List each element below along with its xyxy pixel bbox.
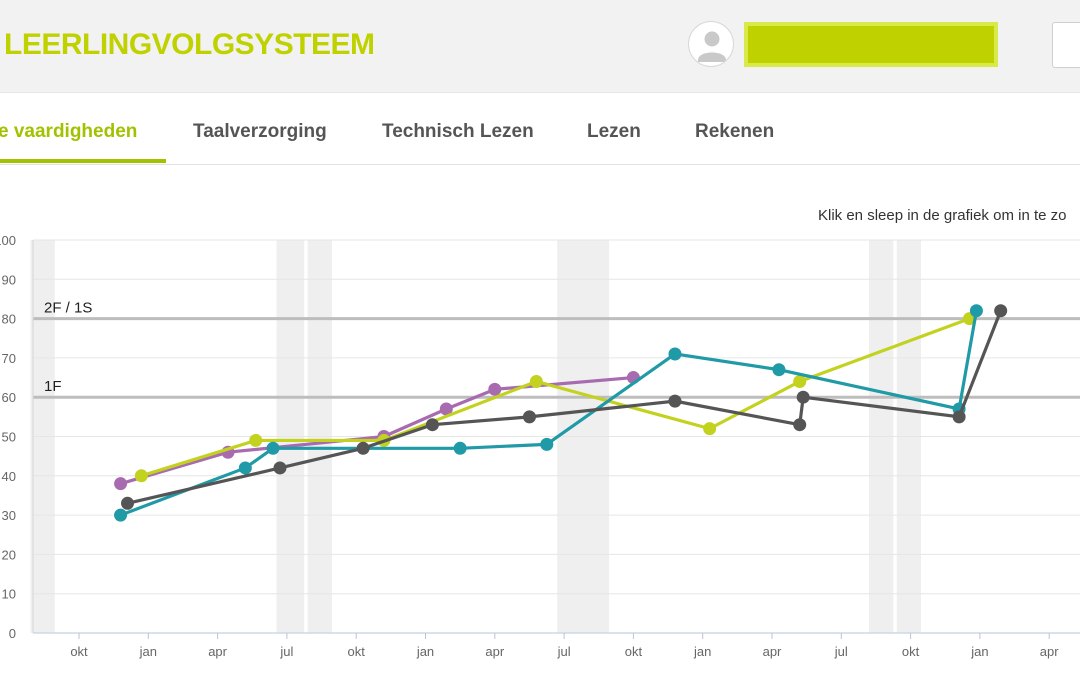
- y-tick-label-90: 90: [2, 272, 16, 287]
- series-line-2: [120, 310, 979, 517]
- brand-logo: LEERLINGVOLGSYSTEEM: [4, 28, 375, 61]
- data-point-3-5: [668, 394, 682, 408]
- data-point-2-1: [238, 461, 252, 475]
- tab-taalverzorging[interactable]: Taalverzorging: [193, 121, 327, 142]
- y-tick-label-10: 10: [2, 587, 16, 602]
- x-tick-label-14: apr: [1040, 644, 1059, 659]
- x-tick-label-9: jan: [693, 644, 711, 659]
- y-tick-label-40: 40: [2, 469, 16, 484]
- y-tick-label-30: 30: [2, 508, 16, 523]
- x-tick-label-1: jan: [139, 644, 157, 659]
- series-line-3: [127, 310, 1003, 505]
- y-tick-label-100: 100: [0, 233, 16, 248]
- data-point-1-1: [249, 433, 263, 447]
- x-tick-label-11: jul: [834, 644, 848, 659]
- user-avatar[interactable]: [688, 21, 734, 67]
- data-point-2-3: [453, 441, 467, 455]
- zoom-hint: Klik en sleep in de grafiek om in te zo: [818, 207, 1067, 224]
- data-point-2-5: [668, 347, 682, 361]
- x-tick-label-4: okt: [348, 644, 366, 659]
- data-point-1-4: [703, 422, 717, 436]
- data-point-3-3: [425, 418, 439, 432]
- x-tick-label-10: apr: [763, 644, 782, 659]
- y-tick-label-70: 70: [2, 351, 16, 366]
- tab-vaardigheden[interactable]: e vaardigheden: [0, 121, 138, 142]
- active-tab-indicator: [0, 159, 166, 163]
- data-point-0-4: [488, 382, 502, 396]
- data-point-2-0: [114, 508, 128, 522]
- series: [114, 304, 1008, 522]
- x-tick-label-5: jan: [416, 644, 434, 659]
- data-point-1-5: [793, 374, 807, 388]
- app-header: LEERLINGVOLGSYSTEEM: [0, 0, 1080, 93]
- data-point-2-8: [969, 304, 983, 318]
- tab-technisch-lezen[interactable]: Technisch Lezen: [382, 121, 534, 142]
- data-point-3-9: [994, 304, 1008, 318]
- tab-lezen[interactable]: Lezen: [587, 121, 641, 142]
- progress-chart[interactable]: 2F / 1S 1F 0 10 20 30 40 50 60 70 80 90 100 okt jan ap…: [0, 225, 1080, 675]
- subject-tabs: e vaardigheden Taalverzorging Technisch …: [0, 93, 1080, 165]
- series-line-0: [120, 375, 634, 486]
- reference-label-0: 2F / 1S: [44, 300, 92, 317]
- header-menu-button[interactable]: [1052, 22, 1080, 68]
- data-point-0-3: [439, 402, 453, 416]
- y-tick-label-50: 50: [2, 430, 16, 445]
- x-tick-label-2: apr: [208, 644, 227, 659]
- data-point-1-0: [134, 469, 148, 483]
- data-point-3-2: [356, 441, 370, 455]
- x-tick-label-6: apr: [485, 644, 504, 659]
- axes: 0 10 20 30 40 50 60 70 80 90 100 okt jan apr jul okt jan…: [0, 233, 1080, 659]
- data-point-3-1: [273, 461, 287, 475]
- y-tick-label-20: 20: [2, 547, 16, 562]
- data-point-3-4: [522, 410, 536, 424]
- y-tick-label-80: 80: [2, 312, 16, 327]
- data-point-3-0: [121, 496, 135, 510]
- data-point-3-6: [793, 418, 807, 432]
- data-point-2-4: [540, 437, 554, 451]
- x-tick-label-3: jul: [279, 644, 293, 659]
- data-point-3-8: [952, 410, 966, 424]
- user-icon: [698, 31, 726, 62]
- data-point-3-7: [796, 390, 810, 404]
- tab-rekenen[interactable]: Rekenen: [695, 121, 775, 142]
- x-tick-label-12: okt: [902, 644, 920, 659]
- x-tick-label-8: okt: [625, 644, 643, 659]
- data-point-2-6: [772, 363, 786, 377]
- y-tick-label-60: 60: [2, 390, 16, 405]
- reference-label-1: 1F: [44, 378, 62, 395]
- y-tick-label-0: 0: [9, 626, 16, 641]
- data-point-1-3: [529, 374, 543, 388]
- x-tick-label-0: okt: [70, 644, 88, 659]
- data-point-0-0: [114, 477, 128, 491]
- x-tick-label-13: jan: [970, 644, 988, 659]
- user-name-field[interactable]: [744, 22, 998, 67]
- x-tick-label-7: jul: [557, 644, 571, 659]
- data-point-2-2: [266, 441, 280, 455]
